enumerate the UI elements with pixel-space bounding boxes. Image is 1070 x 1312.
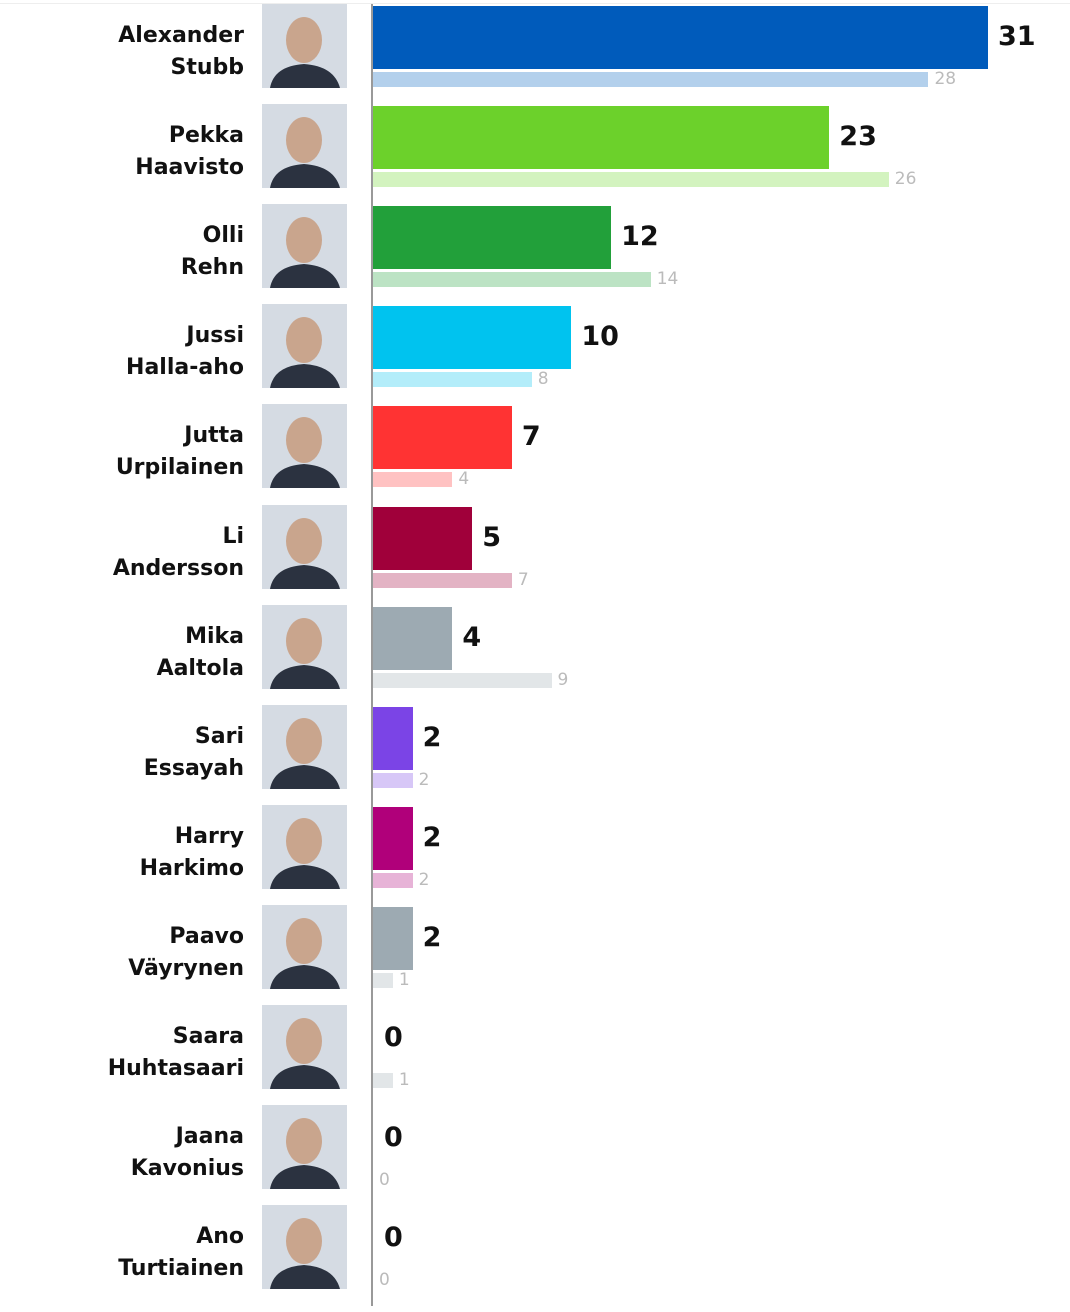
- chart-row: Alexander Stubb 31 28: [0, 4, 1070, 104]
- chart-row: Ano Turtiainen 0 0: [0, 1205, 1070, 1305]
- candidate-name: Ano Turtiainen: [118, 1224, 244, 1282]
- data-label-previous: 7: [517, 569, 529, 590]
- chart-row: Li Andersson 5 7: [0, 504, 1070, 605]
- candidate-name: Jutta Urpilainen: [115, 423, 244, 481]
- bar-current: [373, 206, 612, 270]
- data-label-current: 7: [521, 421, 541, 453]
- data-label-previous: 2: [418, 769, 430, 790]
- data-label-previous: 9: [557, 669, 569, 690]
- chart-row: Jussi Halla-aho 10 8: [0, 304, 1070, 404]
- candidate-name: Saara Huhtasaari: [107, 1024, 244, 1081]
- bar-current: [373, 806, 413, 870]
- candidate-portrait-icon: [262, 604, 347, 689]
- data-label-current: 0: [384, 1122, 403, 1154]
- candidate-portrait-icon: [262, 4, 347, 88]
- bar-previous: [373, 272, 651, 288]
- candidate-portrait-icon: [262, 804, 347, 889]
- data-label-current: 12: [621, 221, 659, 253]
- candidate-name: Alexander Stubb: [118, 23, 244, 80]
- data-label-previous: 1: [398, 969, 410, 990]
- bar-current: [373, 6, 988, 69]
- chart-row: Sari Essayah 2 2: [0, 704, 1070, 805]
- chart-row: Paavo Väyrynen 2 1: [0, 904, 1070, 1005]
- bar-previous: [373, 1073, 393, 1088]
- candidate-portrait-icon: [262, 104, 347, 189]
- bar-previous: [373, 372, 532, 388]
- data-label-previous: 0: [379, 1270, 390, 1291]
- data-label-current: 2: [422, 821, 442, 853]
- bar-previous: [373, 672, 552, 688]
- candidate-name: Mika Aaltola: [156, 623, 244, 681]
- data-label-current: 4: [462, 621, 482, 653]
- bar-current: [373, 506, 473, 570]
- data-label-current: 5: [482, 521, 501, 553]
- chart-row: Pekka Haavisto 23 26: [0, 104, 1070, 204]
- candidate-name: Harry Harkimo: [139, 823, 244, 881]
- data-label-current: 31: [998, 21, 1036, 52]
- top-divider: [0, 3, 1070, 4]
- bar-previous: [373, 472, 453, 488]
- data-label-previous: 1: [398, 1070, 410, 1090]
- data-label-previous: 0: [379, 1170, 390, 1191]
- data-label-current: 2: [422, 721, 442, 753]
- data-label-previous: 2: [418, 869, 430, 890]
- bar-previous: [373, 172, 889, 188]
- candidate-name: Jussi Halla-aho: [126, 323, 244, 381]
- bar-previous: [373, 972, 393, 988]
- bar-current: [373, 906, 413, 970]
- candidate-name: Pekka Haavisto: [135, 123, 244, 181]
- candidate-name: Sari Essayah: [143, 723, 244, 781]
- candidate-portrait-icon: [262, 904, 347, 989]
- chart-row: Jaana Kavonius 0 0: [0, 1105, 1070, 1205]
- chart-row: Jutta Urpilainen 7 4: [0, 404, 1070, 504]
- candidate-name: Jaana Kavonius: [130, 1124, 244, 1182]
- candidate-portrait-icon: [262, 304, 347, 389]
- data-label-current: 10: [581, 321, 619, 353]
- bar-previous: [373, 872, 413, 888]
- bar-current: [373, 106, 830, 170]
- data-label-previous: 8: [537, 369, 549, 390]
- data-label-current: 0: [384, 1222, 403, 1254]
- candidate-name: Li Andersson: [112, 523, 244, 581]
- bar-previous: [373, 72, 929, 87]
- bar-current: [373, 306, 572, 370]
- chart-row: Mika Aaltola 4 9: [0, 604, 1070, 705]
- chart-row: Harry Harkimo 2 2: [0, 804, 1070, 905]
- bar-current: [373, 706, 413, 770]
- y-axis-line: [371, 4, 373, 1306]
- candidate-name: Paavo Väyrynen: [128, 923, 244, 981]
- bar-previous: [373, 772, 413, 788]
- chart-row: Saara Huhtasaari 0 1: [0, 1005, 1070, 1105]
- data-label-previous: 28: [934, 69, 957, 89]
- candidate-portrait-icon: [262, 1205, 347, 1290]
- data-label-previous: 14: [656, 269, 679, 290]
- chart-row: Olli Rehn 12 14: [0, 204, 1070, 304]
- candidate-portrait-icon: [262, 1005, 347, 1089]
- data-label-previous: 26: [894, 169, 917, 190]
- data-label-current: 0: [384, 1022, 403, 1053]
- bar-current: [373, 406, 512, 470]
- data-label-current: 2: [422, 921, 442, 953]
- bar-previous: [373, 572, 512, 588]
- data-label-previous: 4: [458, 469, 470, 490]
- candidate-portrait-icon: [262, 1105, 347, 1190]
- data-label-current: 23: [839, 121, 877, 153]
- bar-current: [373, 606, 453, 670]
- candidate-portrait-icon: [262, 704, 347, 789]
- candidate-portrait-icon: [262, 504, 347, 589]
- candidate-portrait-icon: [262, 204, 347, 289]
- candidate-name: Olli Rehn: [180, 223, 244, 281]
- candidate-portrait-icon: [262, 404, 347, 489]
